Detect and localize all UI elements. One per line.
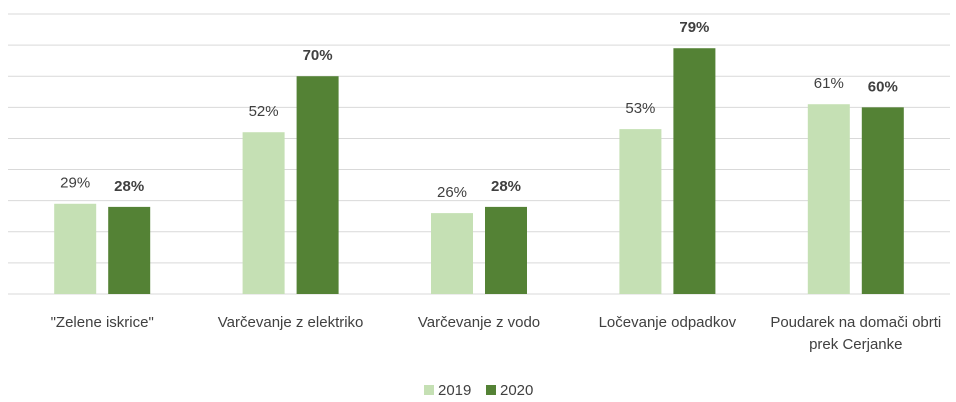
bar (673, 48, 716, 294)
x-tick-label: Varčevanje z elektriko (217, 314, 364, 331)
data-label: 26% (437, 184, 467, 201)
x-tick-label: Varčevanje z vodo (417, 314, 541, 331)
data-label: 52% (249, 103, 279, 120)
data-label: 28% (491, 178, 521, 195)
bar (108, 206, 151, 294)
data-label: 29% (60, 175, 90, 192)
bar (861, 107, 904, 294)
bar (296, 76, 339, 294)
data-label: 70% (303, 47, 333, 64)
bar (54, 203, 97, 294)
x-tick-label: Ločevanje odpadkov (598, 314, 737, 331)
legend-swatch (424, 385, 434, 395)
data-label: 60% (868, 78, 898, 95)
x-tick-label: Poudarek na domači obrti prek Cerjanke (770, 314, 942, 353)
bar (485, 206, 527, 294)
legend-swatch (486, 385, 496, 395)
data-label: 79% (679, 19, 709, 36)
data-label: 53% (625, 100, 655, 117)
bar (242, 132, 285, 294)
bar (807, 104, 850, 294)
bar (431, 213, 473, 294)
legend-label: 2019 (438, 382, 471, 399)
data-label: 28% (114, 178, 144, 195)
x-tick-label: "Zelene iskrice" (50, 314, 154, 331)
bar (619, 129, 662, 294)
data-label: 61% (814, 75, 844, 92)
legend-label: 2020 (500, 382, 533, 399)
